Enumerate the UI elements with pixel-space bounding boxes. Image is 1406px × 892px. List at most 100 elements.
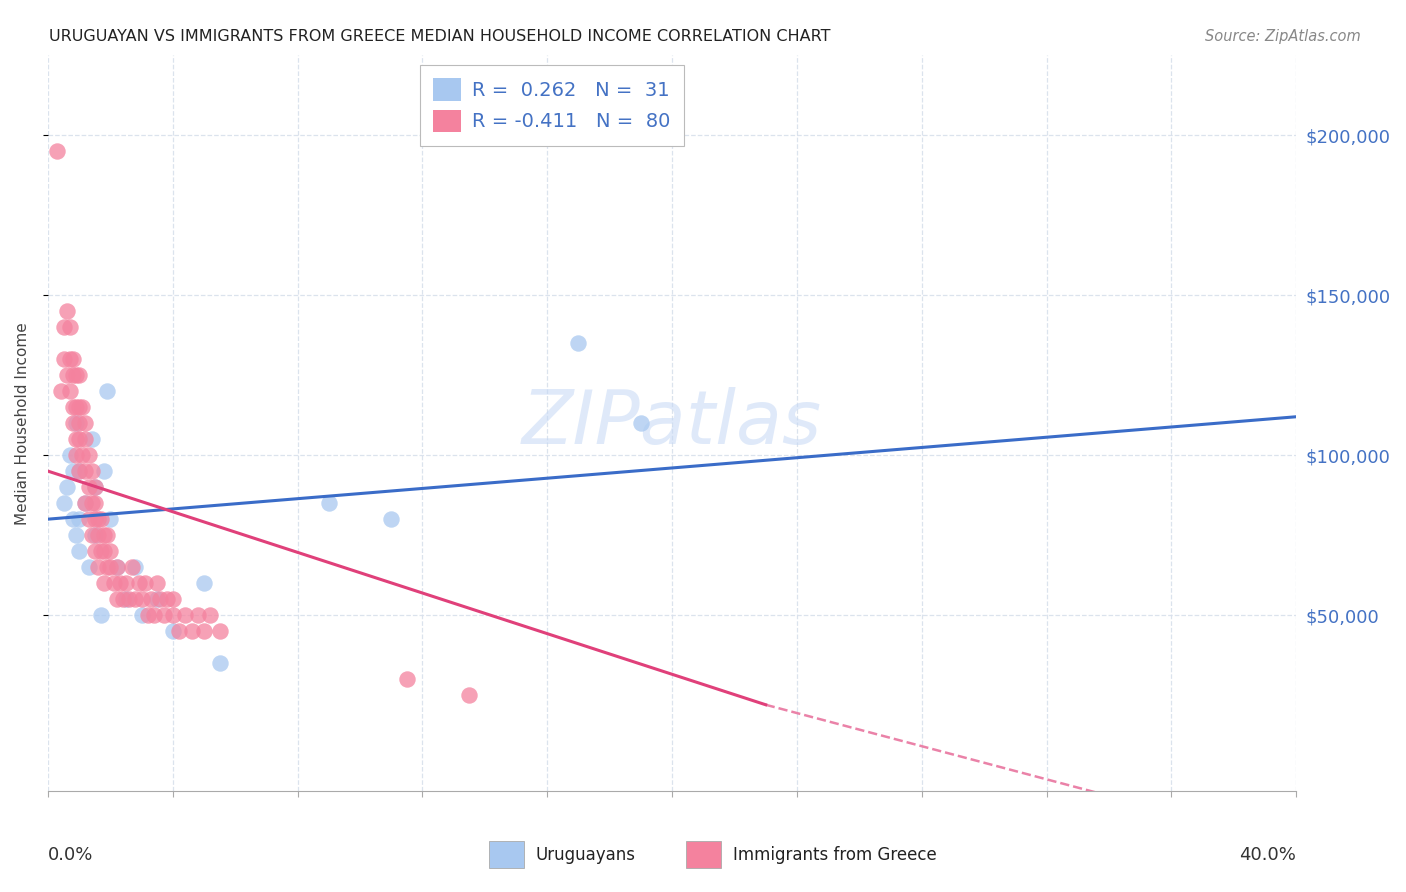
Point (87, 528, 110, 542)
Point (143, 608, 166, 623)
Point (121, 560, 143, 574)
Point (77, 480, 100, 494)
Point (65, 416, 87, 430)
Point (134, 576, 156, 591)
Point (156, 592, 179, 607)
Point (93, 528, 115, 542)
Point (90, 608, 112, 623)
Point (162, 592, 184, 607)
Point (83, 528, 105, 542)
Point (96, 560, 118, 574)
Point (80, 432, 103, 446)
Point (62, 368, 84, 383)
Point (62, 400, 84, 414)
Point (55, 480, 77, 494)
Point (131, 608, 153, 623)
Point (318, 496, 340, 510)
Point (67, 464, 90, 478)
Point (75, 496, 97, 510)
Point (67, 400, 90, 414)
Point (630, 416, 652, 430)
Point (77, 560, 100, 574)
Point (75, 464, 97, 478)
Point (105, 592, 128, 607)
Text: Immigrants from Greece: Immigrants from Greece (733, 846, 936, 863)
Text: Source: ZipAtlas.com: Source: ZipAtlas.com (1205, 29, 1361, 45)
Point (62, 512, 84, 526)
Point (62, 464, 84, 478)
Point (108, 576, 131, 591)
Point (49, 384, 72, 399)
Point (96, 528, 118, 542)
Point (118, 592, 141, 607)
Point (146, 592, 169, 607)
Point (67, 464, 90, 478)
Point (75, 416, 97, 430)
Point (65, 448, 87, 462)
Point (52, 496, 75, 510)
Point (93, 464, 115, 478)
Point (180, 624, 202, 639)
Point (83, 512, 105, 526)
Point (208, 624, 231, 639)
Point (52, 320, 75, 334)
Point (124, 560, 146, 574)
Point (83, 480, 105, 494)
Point (187, 608, 209, 623)
Point (100, 512, 122, 526)
Point (67, 512, 90, 526)
Point (83, 544, 105, 558)
Point (567, 336, 589, 351)
Text: 0.0%: 0.0% (48, 846, 93, 863)
Text: ZIPatlas: ZIPatlas (522, 387, 823, 459)
Point (87, 512, 110, 526)
Point (59, 384, 82, 399)
Point (65, 400, 87, 414)
Point (162, 608, 184, 623)
Y-axis label: Median Household Income: Median Household Income (15, 322, 30, 524)
Point (72, 400, 94, 414)
Point (111, 592, 134, 607)
Point (174, 608, 197, 623)
Point (131, 592, 153, 607)
Point (67, 432, 90, 446)
Point (395, 672, 418, 686)
Point (115, 576, 138, 591)
Point (149, 592, 172, 607)
Point (65, 368, 87, 383)
Point (52, 352, 75, 367)
Point (103, 576, 125, 591)
Point (100, 560, 122, 574)
Point (146, 576, 169, 591)
Point (83, 496, 105, 510)
Point (67, 544, 90, 558)
Point (55, 304, 77, 318)
Point (46, 144, 69, 158)
Point (167, 624, 190, 639)
Point (124, 592, 146, 607)
Point (77, 448, 100, 462)
Point (200, 608, 222, 623)
Point (59, 320, 82, 334)
Point (105, 560, 128, 574)
Point (87, 560, 110, 574)
Point (380, 512, 402, 526)
Point (80, 464, 103, 478)
Point (93, 576, 115, 591)
Point (90, 512, 112, 526)
Point (139, 592, 162, 607)
Legend: R =  0.262   N =  31, R = -0.411   N =  80: R = 0.262 N = 31, R = -0.411 N = 80 (420, 65, 685, 145)
Point (100, 544, 122, 558)
Point (96, 384, 118, 399)
Point (75, 432, 97, 446)
Point (128, 576, 150, 591)
Point (55, 368, 77, 383)
Point (67, 368, 90, 383)
Point (90, 544, 112, 558)
Point (193, 576, 215, 591)
Point (59, 352, 82, 367)
Point (65, 432, 87, 446)
Point (152, 608, 174, 623)
Point (72, 448, 94, 462)
Point (62, 352, 84, 367)
